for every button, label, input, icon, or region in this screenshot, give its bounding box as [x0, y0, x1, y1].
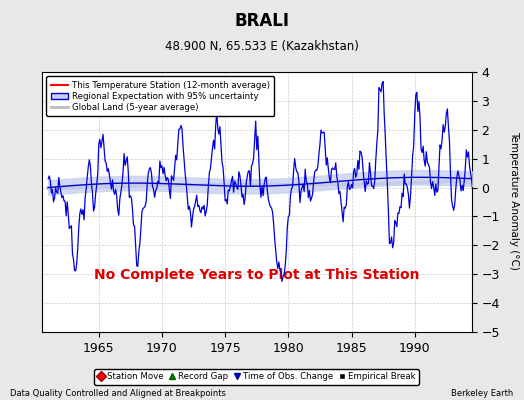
- Legend: Station Move, Record Gap, Time of Obs. Change, Empirical Break: Station Move, Record Gap, Time of Obs. C…: [94, 369, 419, 385]
- Text: No Complete Years to Plot at This Station: No Complete Years to Plot at This Statio…: [94, 268, 420, 282]
- Text: 48.900 N, 65.533 E (Kazakhstan): 48.900 N, 65.533 E (Kazakhstan): [165, 40, 359, 53]
- Text: Berkeley Earth: Berkeley Earth: [451, 389, 514, 398]
- Text: Temperature Anomaly (°C): Temperature Anomaly (°C): [509, 130, 519, 270]
- Text: Data Quality Controlled and Aligned at Breakpoints: Data Quality Controlled and Aligned at B…: [10, 389, 226, 398]
- Text: BRALI: BRALI: [235, 12, 289, 30]
